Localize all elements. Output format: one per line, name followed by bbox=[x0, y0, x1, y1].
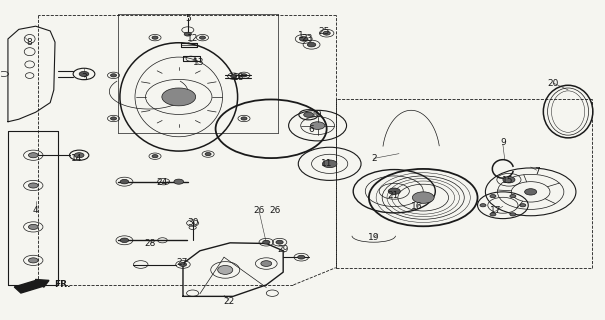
Circle shape bbox=[28, 183, 38, 188]
Ellipse shape bbox=[218, 266, 233, 274]
Circle shape bbox=[413, 192, 434, 203]
Circle shape bbox=[28, 153, 38, 158]
Text: 24: 24 bbox=[157, 179, 168, 188]
Text: 29: 29 bbox=[278, 245, 289, 254]
Circle shape bbox=[323, 31, 330, 35]
Text: 26: 26 bbox=[270, 206, 281, 215]
Circle shape bbox=[241, 74, 247, 77]
Circle shape bbox=[79, 71, 89, 76]
Text: 2: 2 bbox=[371, 154, 376, 163]
Text: 16: 16 bbox=[411, 202, 423, 211]
Text: 9: 9 bbox=[500, 138, 506, 147]
Text: 14: 14 bbox=[70, 154, 82, 163]
Text: 5: 5 bbox=[185, 14, 191, 23]
Circle shape bbox=[503, 177, 515, 183]
Circle shape bbox=[299, 37, 308, 41]
Circle shape bbox=[28, 258, 38, 263]
Circle shape bbox=[307, 43, 316, 47]
FancyArrow shape bbox=[15, 279, 49, 293]
Text: 23: 23 bbox=[302, 34, 313, 43]
Circle shape bbox=[510, 213, 516, 216]
Text: 27: 27 bbox=[176, 258, 188, 267]
Text: 10: 10 bbox=[310, 110, 322, 119]
Circle shape bbox=[322, 160, 337, 168]
Text: 28: 28 bbox=[145, 239, 156, 248]
Circle shape bbox=[152, 155, 158, 158]
Circle shape bbox=[184, 32, 191, 36]
Text: 18: 18 bbox=[234, 73, 245, 82]
Text: FR.: FR. bbox=[54, 280, 70, 289]
Circle shape bbox=[525, 189, 537, 195]
Circle shape bbox=[152, 36, 158, 39]
Text: 30: 30 bbox=[187, 218, 198, 227]
Text: 1: 1 bbox=[298, 31, 304, 40]
Circle shape bbox=[205, 153, 211, 156]
Circle shape bbox=[490, 213, 496, 216]
Text: 17: 17 bbox=[490, 206, 502, 215]
Circle shape bbox=[241, 117, 247, 120]
Text: 11: 11 bbox=[321, 159, 332, 168]
Text: 19: 19 bbox=[368, 233, 379, 242]
Circle shape bbox=[480, 204, 486, 207]
Text: 3: 3 bbox=[81, 73, 87, 82]
Text: 21: 21 bbox=[387, 190, 399, 200]
Text: 15: 15 bbox=[502, 176, 514, 185]
Text: 4: 4 bbox=[33, 206, 39, 215]
Circle shape bbox=[388, 188, 401, 195]
Circle shape bbox=[298, 255, 305, 259]
Circle shape bbox=[74, 153, 84, 158]
Circle shape bbox=[261, 261, 272, 267]
Circle shape bbox=[162, 88, 195, 106]
Text: 6: 6 bbox=[309, 125, 315, 134]
Circle shape bbox=[120, 238, 129, 243]
Circle shape bbox=[304, 112, 313, 117]
Text: 8: 8 bbox=[27, 38, 33, 47]
Circle shape bbox=[490, 195, 496, 198]
Circle shape bbox=[263, 240, 270, 244]
Circle shape bbox=[28, 224, 38, 229]
Circle shape bbox=[231, 75, 237, 78]
Circle shape bbox=[200, 36, 206, 39]
Circle shape bbox=[510, 195, 516, 198]
Circle shape bbox=[111, 74, 117, 77]
Circle shape bbox=[276, 240, 283, 244]
Text: 20: 20 bbox=[548, 79, 558, 88]
Text: 22: 22 bbox=[223, 297, 235, 306]
Circle shape bbox=[310, 122, 325, 129]
Circle shape bbox=[174, 179, 183, 184]
Circle shape bbox=[179, 263, 186, 267]
Text: 25: 25 bbox=[318, 28, 329, 36]
Circle shape bbox=[520, 204, 526, 207]
Text: 26: 26 bbox=[253, 206, 265, 215]
Text: 12: 12 bbox=[187, 35, 198, 44]
Text: 7: 7 bbox=[534, 167, 540, 176]
Circle shape bbox=[111, 117, 117, 120]
Circle shape bbox=[120, 180, 129, 184]
Text: 13: 13 bbox=[193, 58, 204, 67]
